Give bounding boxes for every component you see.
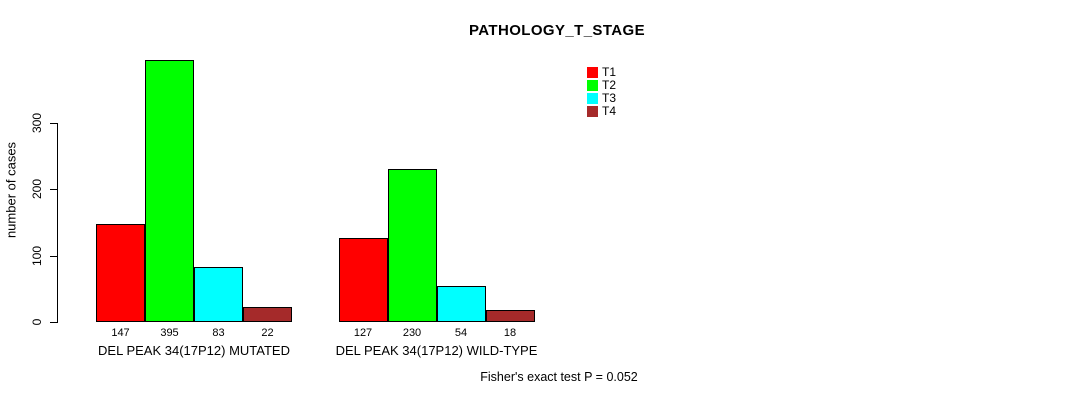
bar-value-label: 22 — [261, 327, 274, 339]
bar-value-label: 54 — [454, 327, 468, 339]
legend-swatch-t2 — [587, 80, 598, 91]
bar-value-label: 83 — [212, 327, 225, 339]
y-axis-tick-label: 200 — [29, 179, 44, 200]
bar-value-label: 127 — [353, 327, 373, 339]
y-axis-tick — [50, 322, 57, 323]
bar-t2 — [387, 169, 437, 322]
bar-value-label: 147 — [111, 327, 130, 339]
bar-t4 — [243, 307, 292, 322]
bar-t2 — [145, 59, 194, 322]
bar-t3 — [436, 286, 486, 322]
y-axis-tick-label: 300 — [29, 112, 44, 134]
legend-item-t4: T4 — [587, 105, 616, 118]
legend-item-t3: T3 — [587, 92, 616, 105]
legend-item-t2: T2 — [587, 79, 616, 92]
bar-t3 — [194, 266, 243, 322]
y-axis-tick — [50, 189, 57, 191]
bar-value-label: 395 — [160, 327, 179, 339]
category-label: DEL PEAK 34(17P12) MUTATED — [98, 343, 290, 358]
legend-label: T1 — [602, 65, 617, 79]
y-axis-label: number of cases — [3, 141, 19, 239]
legend-swatch-t1 — [587, 67, 598, 78]
bar-t1 — [338, 237, 388, 322]
legend: T1 T2 T3 T4 — [587, 66, 616, 118]
y-axis-tick-label: 0 — [29, 318, 44, 326]
y-axis-line — [57, 123, 58, 323]
legend-label: T4 — [602, 104, 617, 118]
y-axis-tick-label: 100 — [29, 245, 44, 266]
category-label: DEL PEAK 34(17P12) WILD-TYPE — [335, 343, 538, 358]
annotation-fisher-test: Fisher's exact test P = 0.052 — [480, 370, 638, 384]
bar-t1 — [96, 224, 145, 322]
chart-title: PATHOLOGY_T_STAGE — [469, 22, 645, 39]
y-axis-tick — [50, 123, 57, 124]
legend-swatch-t4 — [587, 106, 598, 117]
legend-item-t1: T1 — [587, 66, 616, 79]
bar-value-label: 230 — [402, 327, 422, 339]
y-axis-tick — [50, 255, 57, 257]
bar-value-label: 18 — [503, 327, 517, 339]
legend-swatch-t3 — [587, 93, 598, 104]
bar-t4 — [485, 310, 535, 322]
legend-label: T2 — [602, 78, 617, 92]
legend-label: T3 — [602, 91, 617, 105]
